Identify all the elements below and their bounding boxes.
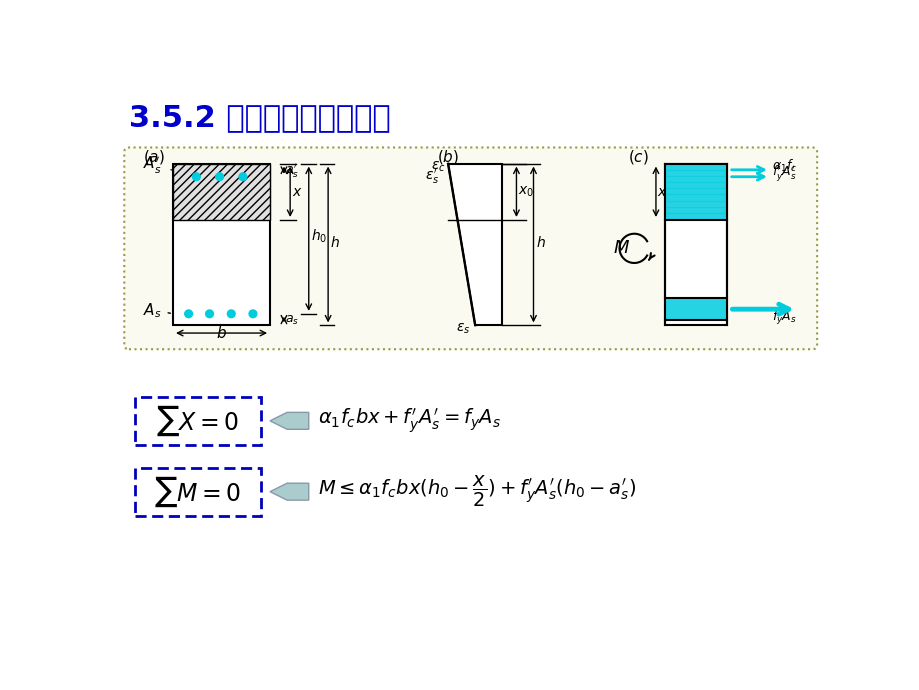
- Circle shape: [192, 173, 200, 181]
- Text: $x_0$: $x_0$: [517, 185, 534, 199]
- Polygon shape: [664, 164, 726, 220]
- Text: $\sum M = 0$: $\sum M = 0$: [154, 475, 242, 509]
- Text: $h$: $h$: [330, 235, 340, 250]
- Text: $x$: $x$: [657, 185, 667, 199]
- Text: $(a)$: $(a)$: [142, 148, 165, 166]
- Circle shape: [206, 310, 213, 317]
- Text: $f_y A_s$: $f_y A_s$: [771, 309, 796, 328]
- Polygon shape: [269, 413, 309, 429]
- Text: $A_s$: $A_s$: [142, 302, 161, 320]
- Text: $x$: $x$: [292, 185, 303, 199]
- Polygon shape: [173, 164, 269, 326]
- Text: $b$: $b$: [215, 326, 226, 342]
- Text: $a_s^{\prime}$: $a_s^{\prime}$: [285, 161, 300, 179]
- Polygon shape: [664, 164, 726, 326]
- Text: $a_s$: $a_s$: [285, 313, 300, 326]
- Text: $h$: $h$: [535, 235, 545, 250]
- Text: 3.5.2 计算公式与适用条件: 3.5.2 计算公式与适用条件: [129, 103, 391, 132]
- FancyBboxPatch shape: [135, 397, 260, 444]
- Polygon shape: [448, 164, 502, 326]
- Text: $\sum X = 0$: $\sum X = 0$: [156, 404, 239, 438]
- FancyBboxPatch shape: [124, 148, 816, 349]
- Text: $M \leq \alpha_1 f_c bx(h_0 - \dfrac{x}{2}) + f_y^{\prime} A_s^{\prime}(h_0 - a_: $M \leq \alpha_1 f_c bx(h_0 - \dfrac{x}{…: [318, 474, 636, 509]
- Polygon shape: [664, 298, 726, 320]
- Text: $(c)$: $(c)$: [628, 148, 648, 166]
- Circle shape: [216, 173, 223, 181]
- Circle shape: [239, 173, 246, 181]
- Circle shape: [185, 310, 192, 317]
- Text: $M$: $M$: [612, 239, 629, 257]
- Circle shape: [227, 310, 235, 317]
- Text: $A_s^{\prime}$: $A_s^{\prime}$: [142, 155, 161, 176]
- Text: $(b)$: $(b)$: [437, 148, 459, 166]
- Text: $\varepsilon_s$: $\varepsilon_s$: [456, 322, 470, 335]
- FancyBboxPatch shape: [135, 468, 260, 515]
- Circle shape: [249, 310, 256, 317]
- Text: $\varepsilon_s^{\prime}$: $\varepsilon_s^{\prime}$: [425, 167, 439, 186]
- Text: $\alpha_1 f_c$: $\alpha_1 f_c$: [771, 158, 797, 174]
- Polygon shape: [269, 483, 309, 500]
- Polygon shape: [173, 164, 269, 220]
- Text: $f_y^{\prime} A_s^{\prime}$: $f_y^{\prime} A_s^{\prime}$: [771, 163, 796, 183]
- Text: $\alpha_1 f_c bx + f_y^{\prime} A_s^{\prime} = f_y A_s$: $\alpha_1 f_c bx + f_y^{\prime} A_s^{\pr…: [318, 406, 501, 435]
- Text: $\varepsilon_c$: $\varepsilon_c$: [431, 159, 446, 174]
- Text: $h_0$: $h_0$: [311, 228, 327, 246]
